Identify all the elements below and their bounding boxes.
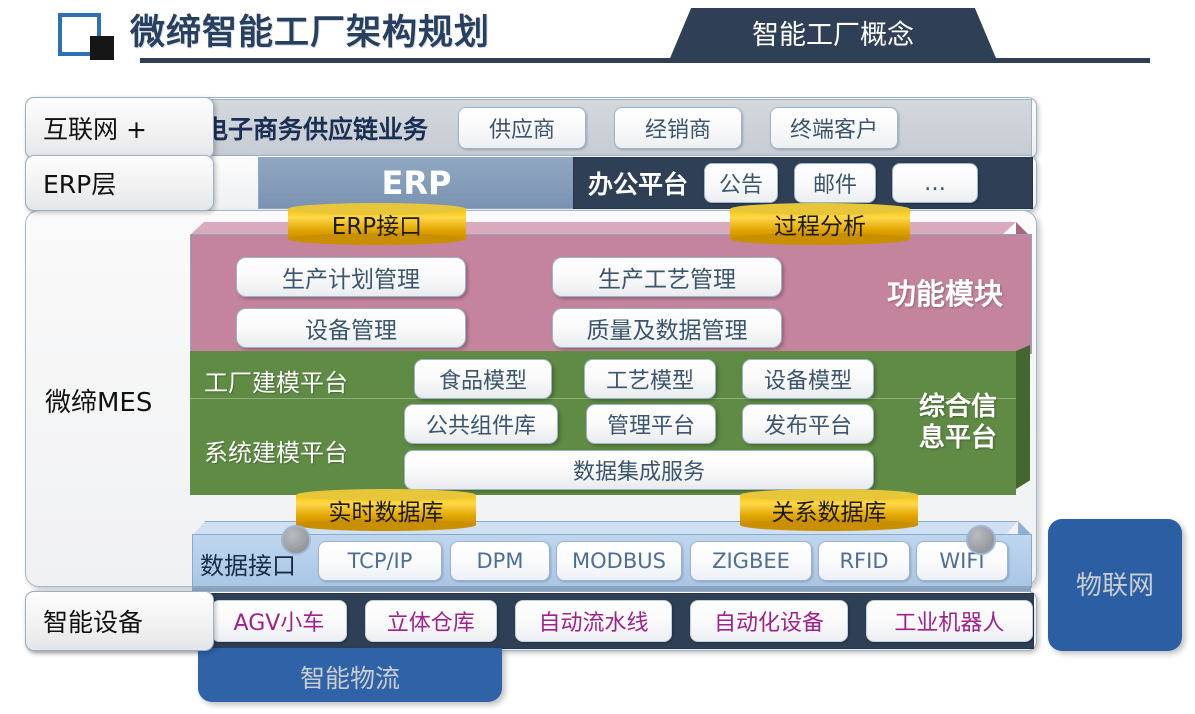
integrated-platform-label-line2: 息平台 — [918, 423, 997, 453]
system-modeling-platform-label: 系统建模平台 — [204, 439, 348, 467]
button-equipment-model[interactable]: 设备模型 — [742, 359, 874, 399]
button-protocol-zigbee[interactable]: ZIGBEE — [690, 541, 812, 581]
button-publishing-platform[interactable]: 发布平台 — [742, 404, 874, 444]
integrated-platform-label-line1: 综合信 — [918, 392, 997, 422]
button-protocol-modbus[interactable]: MODBUS — [556, 541, 682, 581]
button-production-process-management[interactable]: 生产工艺管理 — [552, 257, 782, 297]
button-mail[interactable]: 邮件 — [794, 163, 877, 203]
button-quality-data-management[interactable]: 质量及数据管理 — [552, 308, 782, 348]
cylinder-bottom — [288, 233, 466, 245]
button-automation-equipment[interactable]: 自动化设备 — [690, 600, 848, 642]
button-food-model[interactable]: 食品模型 — [414, 359, 552, 399]
cylinder-erp-interface[interactable]: ERP接口 — [288, 203, 466, 245]
page-title: 微缔智能工厂架构规划 — [130, 13, 491, 53]
cylinder-top — [288, 203, 466, 215]
slide-header: 微缔智能工厂架构规划 智能工厂概念 — [0, 0, 1195, 78]
button-data-integration-service[interactable]: 数据集成服务 — [404, 450, 874, 490]
erp-band[interactable]: ERP — [258, 157, 575, 209]
office-platform-title: 办公平台 — [588, 170, 689, 199]
factory-modeling-platform-label: 工厂建模平台 — [204, 369, 348, 397]
button-announcement[interactable]: 公告 — [704, 163, 779, 203]
button-automatic-assembly-line[interactable]: 自动流水线 — [514, 600, 673, 642]
connector-knob-relational — [966, 525, 996, 555]
mes-label: 微缔MES — [45, 387, 153, 418]
header-divider — [140, 58, 1150, 63]
button-end-customer[interactable]: 终端客户 — [770, 107, 899, 149]
cylinder-process-analysis-label: 过程分析 — [774, 214, 866, 240]
office-platform-band: 办公平台 公告 邮件 … — [573, 157, 1033, 209]
erp-row-label: ERP层 — [25, 155, 214, 211]
internet-row-label: 互联网 + — [25, 97, 214, 159]
cylinder-bottom — [730, 233, 910, 245]
button-more[interactable]: … — [892, 163, 979, 203]
button-common-component-library[interactable]: 公共组件库 — [404, 404, 558, 444]
cylinder-bottom — [296, 519, 476, 531]
platform-block-side-face — [1016, 345, 1030, 489]
button-equipment-management[interactable]: 设备管理 — [236, 308, 466, 348]
integrated-platform-label: 综合信 息平台 — [896, 392, 1020, 454]
button-protocol-dpm[interactable]: DPM — [450, 541, 550, 581]
ecommerce-band-title: 电子商务供应链业务 — [203, 115, 429, 144]
iot-panel[interactable]: 物联网 — [1048, 519, 1182, 651]
button-agv-cart[interactable]: AGV小车 — [211, 600, 347, 642]
button-production-plan-management[interactable]: 生产计划管理 — [236, 257, 466, 297]
button-stereo-warehouse[interactable]: 立体仓库 — [364, 600, 497, 642]
function-module-label: 功能模块 — [886, 277, 1003, 311]
data-interface-base — [192, 586, 1031, 594]
cylinder-bottom — [740, 519, 918, 531]
cylinder-top — [730, 203, 910, 215]
cylinder-realtime-database[interactable]: 实时数据库 — [296, 489, 476, 531]
button-management-platform[interactable]: 管理平台 — [586, 404, 716, 444]
data-interface-title: 数据接口 — [200, 552, 296, 580]
connector-knob-realtime — [281, 525, 311, 555]
internet-partner-buttons: 供应商 经销商 终端客户 — [458, 107, 899, 149]
ecommerce-band: 电子商务供应链业务 供应商 经销商 终端客户 — [190, 99, 1032, 157]
button-industrial-robot[interactable]: 工业机器人 — [865, 600, 1033, 642]
square-logo-accent-icon — [90, 36, 114, 60]
tab-smart-logistics[interactable]: 智能物流 — [198, 648, 502, 702]
cylinder-realtime-database-label: 实时数据库 — [328, 500, 444, 526]
square-logo-icon — [58, 13, 101, 56]
button-supplier[interactable]: 供应商 — [458, 107, 587, 149]
tab-smart-factory-concept[interactable]: 智能工厂概念 — [668, 8, 998, 63]
cylinder-process-analysis[interactable]: 过程分析 — [730, 203, 910, 245]
button-protocol-tcpip[interactable]: TCP/IP — [318, 541, 442, 581]
cylinder-erp-interface-label: ERP接口 — [331, 214, 423, 240]
button-protocol-rfid[interactable]: RFID — [818, 541, 910, 581]
equipment-band: AGV小车 立体仓库 自动流水线 自动化设备 工业机器人 — [192, 593, 1034, 649]
cylinder-relational-database-label: 关系数据库 — [771, 500, 887, 526]
cylinder-relational-database[interactable]: 关系数据库 — [740, 489, 918, 531]
cylinder-top — [296, 489, 476, 501]
equipment-row-label: 智能设备 — [25, 591, 214, 651]
iot-panel-label: 物联网 — [1075, 571, 1154, 601]
tab-smart-logistics-label: 智能物流 — [299, 664, 400, 693]
button-distributor[interactable]: 经销商 — [614, 107, 743, 149]
cylinder-top — [740, 489, 918, 501]
button-process-model[interactable]: 工艺模型 — [584, 359, 716, 399]
